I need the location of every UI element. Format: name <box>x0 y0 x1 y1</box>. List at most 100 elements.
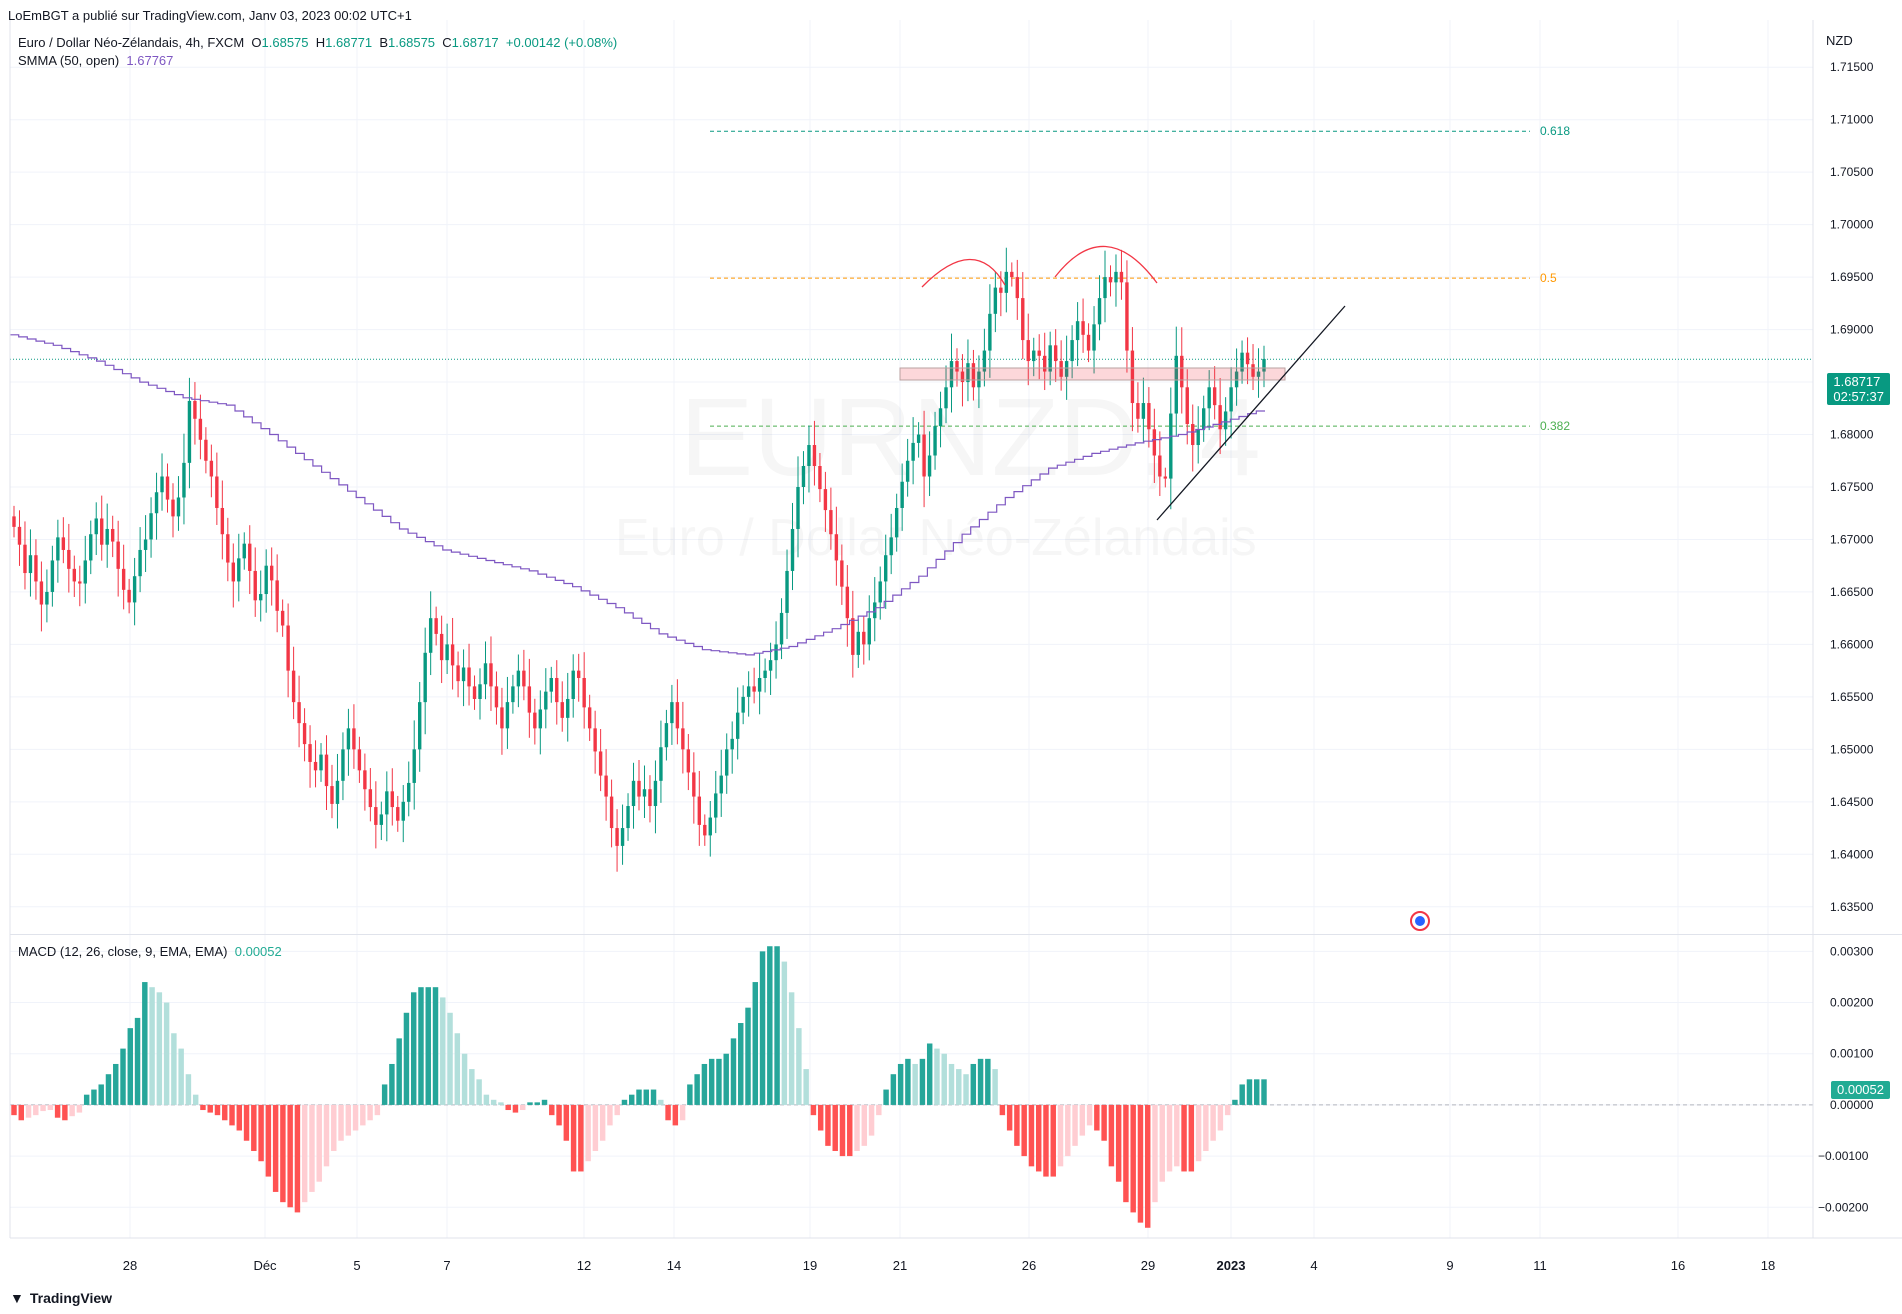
macd-bar <box>149 987 155 1105</box>
candle <box>324 735 329 811</box>
macd-bar <box>498 1102 504 1105</box>
candle <box>598 728 603 792</box>
candle <box>856 618 860 668</box>
candle <box>796 456 800 558</box>
candle-body <box>1245 352 1250 365</box>
candle <box>1163 467 1168 488</box>
candle <box>1201 395 1206 442</box>
macd-bar <box>629 1094 635 1105</box>
legend-smma[interactable]: SMMA (50, open) 1.67767 <box>18 53 173 68</box>
legend-macd[interactable]: MACD (12, 26, close, 9, EMA, EMA) 0.0005… <box>18 944 282 959</box>
candle <box>1256 348 1261 398</box>
macd-bar <box>476 1079 482 1105</box>
y-tick-label: 1.70000 <box>1830 218 1874 232</box>
candle <box>894 493 899 552</box>
candle-body <box>423 652 427 703</box>
candle-body <box>1256 371 1261 377</box>
candle-body <box>818 466 822 490</box>
candle <box>132 557 137 626</box>
candle-body <box>889 537 893 556</box>
macd-bar <box>767 946 773 1105</box>
candle <box>873 577 877 642</box>
candle <box>341 732 345 801</box>
candle-body <box>61 537 66 550</box>
candle-body <box>1026 340 1030 362</box>
candle <box>379 801 384 841</box>
candle-body <box>193 400 197 419</box>
candle-body <box>368 789 373 808</box>
candle-body <box>1086 334 1091 351</box>
macd-bar <box>512 1104 519 1113</box>
macd-bar <box>781 961 788 1105</box>
candle-body <box>511 686 515 703</box>
candle-body <box>1032 350 1036 362</box>
macd-y-tick-label: 0.00000 <box>1830 1098 1874 1112</box>
fib-label: 0.618 <box>1540 124 1570 138</box>
candle <box>922 410 926 508</box>
candle <box>412 720 416 810</box>
candle-body <box>434 618 438 634</box>
symbol-title[interactable]: Euro / Dollar Néo-Zélandais, 4h, FXCM <box>18 35 245 50</box>
candle-body <box>1053 345 1058 362</box>
y-tick-label: 1.64500 <box>1830 795 1874 809</box>
x-tick-label: 7 <box>443 1258 450 1273</box>
candle-body <box>396 807 400 821</box>
candle-body <box>900 481 904 508</box>
x-tick-label: 11 <box>1533 1258 1547 1273</box>
candle-body <box>335 780 340 804</box>
macd-bar <box>665 1104 671 1121</box>
candle <box>160 453 164 511</box>
candle-body <box>1141 403 1146 419</box>
candle <box>483 641 488 700</box>
macd-bar <box>251 1104 257 1151</box>
candle-body <box>768 660 773 671</box>
candle <box>1010 262 1014 287</box>
candle-body <box>28 555 33 574</box>
candle-body <box>626 806 630 829</box>
candle-body <box>302 723 307 745</box>
macd-tag: 0.00052 <box>1831 1081 1890 1099</box>
candle-body <box>363 770 367 790</box>
candle <box>1086 323 1091 363</box>
macd-bar <box>1166 1104 1173 1172</box>
candle-body <box>94 518 98 535</box>
macd-bar <box>527 1102 533 1105</box>
candle <box>259 570 263 622</box>
candle-body <box>884 555 888 582</box>
macd-bar <box>1028 1104 1035 1167</box>
candle <box>56 519 60 583</box>
macd-bar <box>222 1104 228 1121</box>
macd-bar <box>861 1104 868 1146</box>
macd-y-tick-label: 0.00200 <box>1830 996 1874 1010</box>
candle-body <box>955 361 959 372</box>
candle-body <box>461 667 466 682</box>
candle <box>785 549 789 639</box>
macd-bar <box>752 982 759 1105</box>
candle <box>1015 259 1019 320</box>
macd-bar <box>621 1099 628 1105</box>
x-tick-label: 12 <box>577 1258 591 1273</box>
candle <box>39 561 44 632</box>
publisher-line: LoEmBGT a publié sur TradingView.com, Ja… <box>8 8 412 23</box>
candle <box>725 733 729 794</box>
macd-bar <box>563 1104 570 1141</box>
ohlc-close: 1.68717 <box>451 35 499 50</box>
x-tick-label: 9 <box>1446 1258 1453 1273</box>
brand-logo[interactable]: ▼ TradingView <box>10 1290 112 1306</box>
candle <box>944 365 948 424</box>
candle-body <box>785 570 789 613</box>
candle <box>1136 382 1140 433</box>
candle <box>505 676 510 749</box>
candle-body <box>253 570 257 601</box>
y-tick-label: 1.67000 <box>1830 532 1874 546</box>
candle-body <box>226 534 230 563</box>
macd-bar <box>142 982 148 1105</box>
candle-body <box>341 749 345 781</box>
y-tick-label: 1.67500 <box>1830 480 1874 494</box>
candle <box>467 643 471 706</box>
candle-body <box>555 677 559 703</box>
candle-body <box>1251 364 1255 377</box>
candle-body <box>105 528 109 545</box>
candle-body <box>703 824 707 836</box>
